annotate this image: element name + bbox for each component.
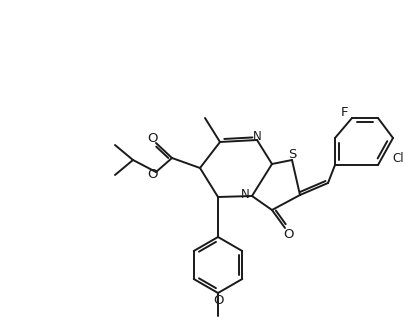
Text: F: F [341, 106, 349, 119]
Text: Cl: Cl [392, 151, 404, 164]
Text: O: O [213, 293, 223, 306]
Text: S: S [288, 148, 296, 161]
Text: O: O [148, 169, 158, 182]
Text: O: O [147, 131, 157, 144]
Text: N: N [252, 130, 261, 143]
Text: N: N [241, 188, 249, 201]
Text: O: O [283, 228, 293, 241]
